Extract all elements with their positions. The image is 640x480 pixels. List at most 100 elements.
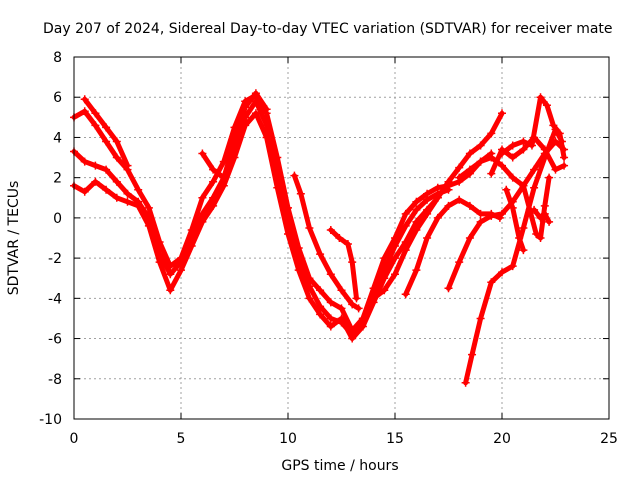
data-point bbox=[144, 203, 153, 212]
data-point bbox=[530, 165, 539, 174]
data-point bbox=[401, 209, 410, 218]
data-point bbox=[290, 171, 299, 180]
data-point bbox=[527, 141, 536, 150]
data-point bbox=[241, 103, 250, 112]
data-point bbox=[294, 266, 303, 275]
series-line bbox=[82, 96, 130, 169]
series-trace-8 bbox=[369, 109, 506, 303]
data-point bbox=[515, 234, 524, 242]
data-point bbox=[519, 181, 528, 190]
series-trace-14 bbox=[498, 93, 569, 162]
data-point bbox=[551, 165, 560, 174]
data-point bbox=[369, 294, 378, 303]
data-point bbox=[102, 185, 111, 194]
data-point bbox=[508, 203, 517, 212]
data-point bbox=[549, 121, 558, 130]
series-line bbox=[71, 98, 451, 338]
x-axis-title: GPS time / hours bbox=[281, 458, 398, 474]
series-line bbox=[531, 207, 552, 225]
data-point bbox=[102, 165, 111, 174]
data-point bbox=[532, 229, 541, 238]
data-point bbox=[354, 304, 363, 313]
data-point bbox=[335, 234, 344, 242]
y-tick-label: -2 bbox=[48, 251, 62, 267]
data-point bbox=[343, 240, 352, 249]
series-line bbox=[499, 94, 567, 161]
data-point bbox=[465, 201, 474, 210]
data-point bbox=[433, 213, 442, 222]
series-trace-6 bbox=[290, 171, 363, 313]
y-tick-label: -4 bbox=[48, 291, 62, 307]
data-point bbox=[112, 153, 121, 162]
data-point bbox=[391, 254, 399, 263]
data-point bbox=[536, 234, 545, 242]
x-tick-label: 25 bbox=[600, 431, 618, 447]
data-point bbox=[412, 266, 421, 275]
data-point bbox=[219, 181, 228, 190]
data-point bbox=[230, 137, 239, 146]
data-point bbox=[166, 270, 175, 279]
data-point bbox=[498, 149, 506, 158]
y-tick-label: 2 bbox=[53, 171, 62, 187]
data-point bbox=[508, 141, 517, 150]
data-point bbox=[241, 121, 250, 130]
data-point bbox=[326, 314, 335, 323]
series-line bbox=[71, 110, 441, 342]
data-point bbox=[352, 294, 361, 303]
data-point bbox=[102, 137, 111, 146]
data-point bbox=[209, 165, 218, 174]
data-point bbox=[519, 223, 528, 232]
data-point bbox=[461, 378, 470, 387]
data-point bbox=[262, 133, 271, 142]
data-point bbox=[198, 149, 207, 158]
data-point bbox=[348, 258, 357, 267]
data-point bbox=[412, 205, 421, 214]
data-point bbox=[316, 286, 325, 295]
data-point bbox=[455, 195, 464, 204]
series-line bbox=[403, 197, 503, 297]
x-tick-label: 0 bbox=[70, 431, 79, 447]
x-tick-label: 15 bbox=[386, 431, 404, 447]
y-tick-label: 4 bbox=[53, 130, 62, 146]
series-trace-3 bbox=[70, 109, 442, 343]
data-point bbox=[380, 274, 389, 283]
series-line bbox=[503, 187, 526, 253]
y-tick-label: 6 bbox=[53, 90, 62, 106]
x-tick-label: 10 bbox=[279, 431, 297, 447]
data-point bbox=[498, 109, 506, 118]
data-point bbox=[401, 290, 410, 299]
y-tick-label: -10 bbox=[39, 412, 62, 428]
data-point bbox=[348, 334, 357, 343]
data-point bbox=[498, 161, 506, 170]
data-point bbox=[134, 201, 143, 210]
data-point bbox=[187, 242, 196, 251]
data-point bbox=[508, 173, 517, 182]
chart-title: Day 207 of 2024, Sidereal Day-to-day VTE… bbox=[43, 21, 613, 37]
data-point bbox=[476, 209, 485, 218]
data-point bbox=[412, 197, 421, 206]
data-point bbox=[498, 268, 506, 277]
data-series bbox=[70, 89, 569, 387]
data-point bbox=[476, 157, 485, 166]
data-point bbox=[337, 286, 346, 295]
data-point bbox=[284, 229, 292, 238]
y-tick-label: 0 bbox=[53, 211, 62, 227]
data-point bbox=[519, 137, 528, 146]
data-point bbox=[273, 183, 282, 192]
data-point bbox=[455, 173, 464, 182]
data-point bbox=[401, 221, 410, 230]
series-line bbox=[71, 92, 494, 334]
data-point bbox=[433, 193, 442, 202]
series-trace-5 bbox=[198, 89, 271, 182]
data-point bbox=[251, 109, 260, 118]
series-line bbox=[456, 155, 552, 241]
y-tick-label: -6 bbox=[48, 332, 62, 348]
y-tick-label: -8 bbox=[48, 372, 62, 388]
data-point bbox=[219, 173, 228, 182]
data-point bbox=[209, 201, 218, 210]
data-point bbox=[209, 177, 218, 186]
data-point bbox=[80, 187, 89, 196]
data-point bbox=[487, 153, 496, 162]
data-point bbox=[465, 165, 474, 174]
data-point bbox=[166, 286, 175, 295]
